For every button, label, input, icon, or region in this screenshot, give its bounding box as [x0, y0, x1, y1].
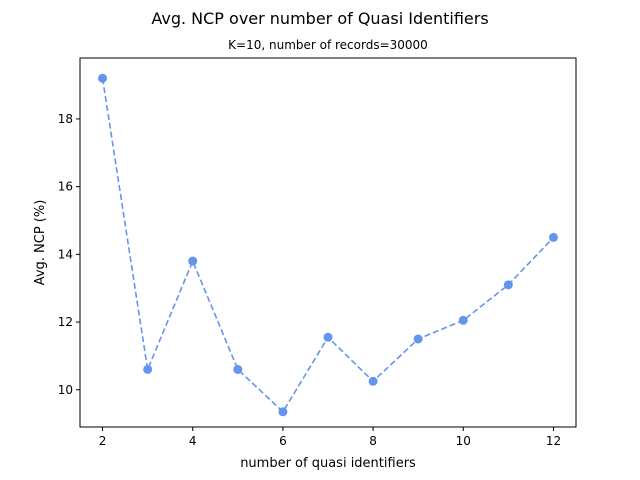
- data-point-12: [548, 232, 558, 242]
- x-tick-label-2: 2: [99, 434, 107, 448]
- data-point-8: [368, 376, 378, 386]
- x-tick-label-12: 12: [546, 434, 561, 448]
- data-point-4: [188, 256, 198, 266]
- plot-area: [79, 57, 577, 428]
- data-point-6: [278, 407, 288, 417]
- y-tick-label-10: 10: [58, 383, 73, 397]
- series-line-0: [101, 78, 555, 414]
- data-point-3: [143, 364, 153, 374]
- data-point-11: [503, 280, 513, 290]
- y-tick-label-16: 16: [58, 180, 73, 194]
- data-point-5: [233, 364, 243, 374]
- x-tick-label-8: 8: [369, 434, 377, 448]
- data-point-2: [98, 73, 108, 83]
- chart-title: Avg. NCP over number of Quasi Identifier…: [151, 9, 488, 28]
- x-axis-label: number of quasi identifiers: [240, 456, 416, 471]
- y-axis-label: Avg. NCP (%): [33, 200, 48, 286]
- y-tick-label-18: 18: [58, 112, 73, 126]
- data-point-10: [458, 315, 468, 325]
- y-tick-label-14: 14: [58, 247, 73, 261]
- x-tick-label-6: 6: [279, 434, 287, 448]
- x-tick-label-4: 4: [189, 434, 197, 448]
- data-point-9: [413, 334, 423, 344]
- x-tick-label-10: 10: [456, 434, 471, 448]
- chart-subtitle: K=10, number of records=30000: [228, 38, 428, 52]
- y-tick-label-12: 12: [58, 315, 73, 329]
- data-point-7: [323, 332, 333, 342]
